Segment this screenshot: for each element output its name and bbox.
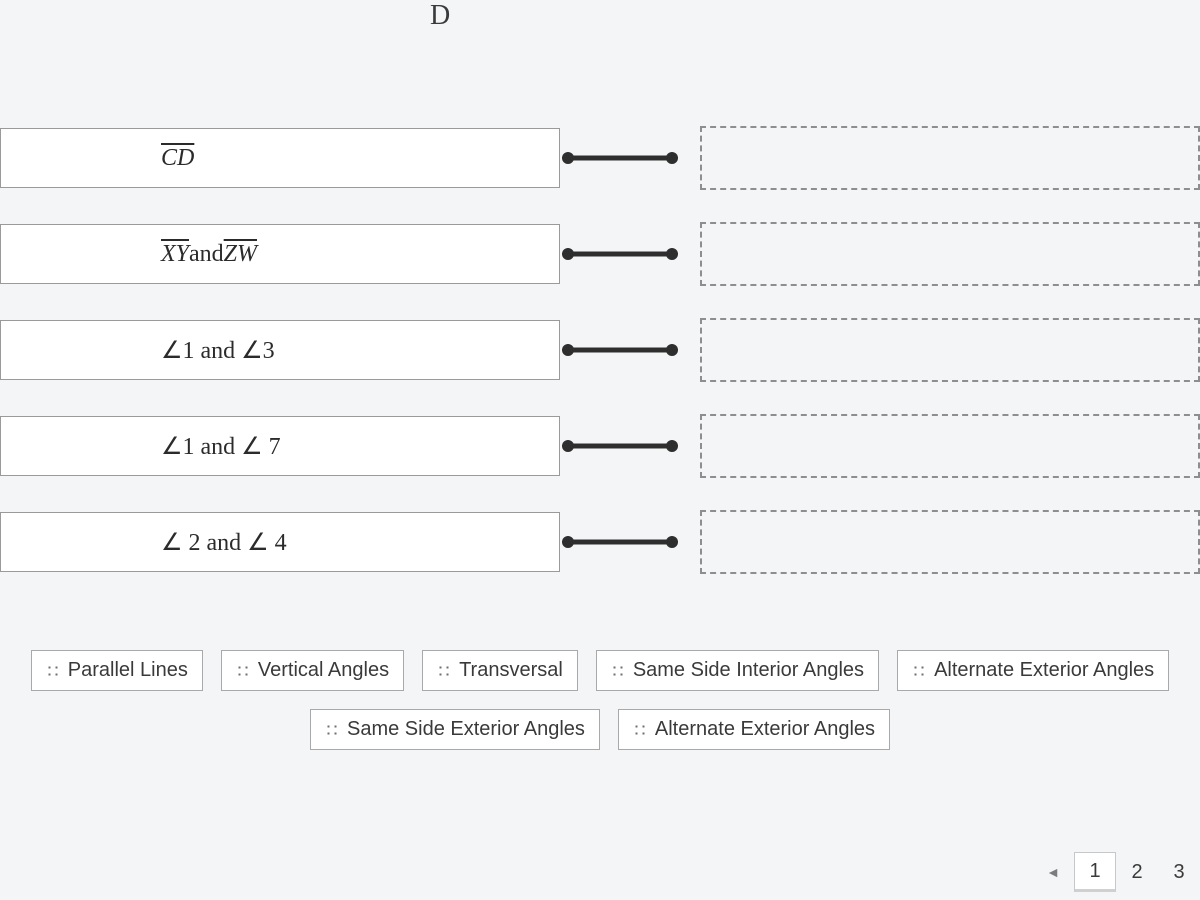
answer-token[interactable]: Same Side Exterior Angles bbox=[310, 709, 600, 750]
prompt-text: ∠1 and ∠3 bbox=[161, 336, 275, 365]
token-label: Same Side Exterior Angles bbox=[347, 718, 585, 741]
prompt-box: ∠1 and ∠ 7 bbox=[0, 416, 560, 476]
pager-pages: 123 bbox=[1074, 852, 1200, 892]
drop-zone[interactable] bbox=[700, 414, 1200, 478]
drop-zone[interactable] bbox=[700, 222, 1200, 286]
drop-zone[interactable] bbox=[700, 318, 1200, 382]
token-label: Alternate Exterior Angles bbox=[655, 718, 875, 741]
answer-token[interactable]: Transversal bbox=[422, 650, 578, 691]
pager-page-button[interactable]: 2 bbox=[1116, 852, 1158, 892]
drag-grip-icon bbox=[633, 723, 647, 737]
drag-grip-icon bbox=[236, 664, 250, 678]
diagram-point-d-label: D bbox=[430, 0, 450, 32]
pager-prev-button[interactable]: ◄ bbox=[1032, 852, 1074, 892]
drop-zone[interactable] bbox=[700, 510, 1200, 574]
answer-token[interactable]: Same Side Interior Angles bbox=[596, 650, 879, 691]
question-pager: ◄ 123 bbox=[1032, 844, 1200, 900]
prompt-box: CD bbox=[0, 128, 560, 188]
connector-line bbox=[560, 512, 680, 572]
connector-line bbox=[560, 224, 680, 284]
answer-token[interactable]: Alternate Exterior Angles bbox=[897, 650, 1169, 691]
connector-line bbox=[560, 416, 680, 476]
token-label: Transversal bbox=[459, 659, 563, 682]
prompt-text: ∠1 and ∠ 7 bbox=[161, 432, 281, 461]
match-row: ∠ 2 and ∠ 4 bbox=[0, 494, 1200, 590]
answer-token-bank: Parallel Lines Vertical Angles Transversal… bbox=[0, 640, 1200, 760]
token-label: Parallel Lines bbox=[68, 659, 188, 682]
prompt-box: ∠1 and ∠3 bbox=[0, 320, 560, 380]
drag-grip-icon bbox=[437, 664, 451, 678]
drag-grip-icon bbox=[912, 664, 926, 678]
prompt-box: XY and ZW bbox=[0, 224, 560, 284]
prompt-text: XY bbox=[161, 241, 189, 268]
pager-page-button[interactable]: 1 bbox=[1074, 852, 1116, 892]
match-row: ∠1 and ∠3 bbox=[0, 302, 1200, 398]
prompt-box: ∠ 2 and ∠ 4 bbox=[0, 512, 560, 572]
drag-grip-icon bbox=[325, 723, 339, 737]
token-label: Vertical Angles bbox=[258, 659, 389, 682]
token-label: Alternate Exterior Angles bbox=[934, 659, 1154, 682]
drag-grip-icon bbox=[46, 664, 60, 678]
answer-token[interactable]: Parallel Lines bbox=[31, 650, 203, 691]
match-rows-container: CD XY and ZW ∠1 and ∠3 ∠1 and ∠ 7 ∠ 2 and ∠ … bbox=[0, 110, 1200, 590]
matching-exercise-canvas: D CD XY and ZW ∠1 and ∠3 ∠1 and ∠ 7 ∠ 2 and … bbox=[0, 0, 1200, 900]
drag-grip-icon bbox=[611, 664, 625, 678]
answer-token[interactable]: Alternate Exterior Angles bbox=[618, 709, 890, 750]
prompt-text: ∠ 2 and ∠ 4 bbox=[161, 528, 287, 557]
answer-token[interactable]: Vertical Angles bbox=[221, 650, 404, 691]
pager-page-button[interactable]: 3 bbox=[1158, 852, 1200, 892]
connector-line bbox=[560, 128, 680, 188]
prompt-text: CD bbox=[161, 145, 194, 172]
connector-line bbox=[560, 320, 680, 380]
match-row: CD bbox=[0, 110, 1200, 206]
token-label: Same Side Interior Angles bbox=[633, 659, 864, 682]
prompt-text: and bbox=[189, 241, 224, 268]
match-row: XY and ZW bbox=[0, 206, 1200, 302]
prompt-text: ZW bbox=[224, 241, 257, 268]
match-row: ∠1 and ∠ 7 bbox=[0, 398, 1200, 494]
drop-zone[interactable] bbox=[700, 126, 1200, 190]
